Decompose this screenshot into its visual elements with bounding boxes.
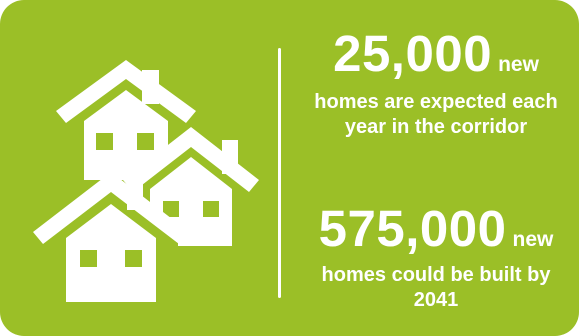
divider [278,48,281,298]
stat-homes-per-year: 25,000 new homes are expected each year i… [305,28,567,140]
stat-headline: 575,000 new [305,203,567,254]
stat-number: 25,000 [333,25,493,82]
stat-headline: 25,000 new [305,28,567,79]
stat-unit: new [512,228,554,251]
stat-description: homes could be built by 2041 [321,264,551,311]
house-top [56,60,196,180]
stat-description: homes are expected each year in the corr… [314,91,558,138]
stat-unit: new [498,53,539,76]
stat-homes-by-2041: 575,000 new homes could be built by 2041 [305,203,567,313]
house-left [33,172,189,308]
houses-icon [33,60,259,308]
stat-number: 575,000 [318,200,507,257]
